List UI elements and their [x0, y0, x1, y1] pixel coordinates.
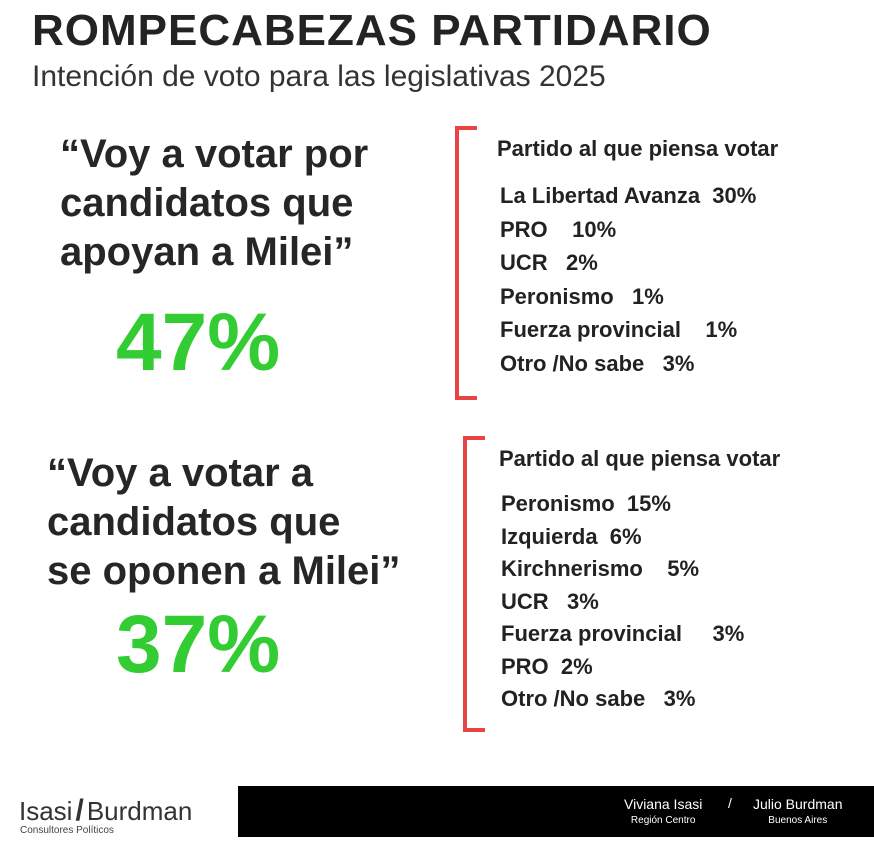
- author-region: Buenos Aires: [768, 815, 828, 826]
- oppose-quote-line: se oponen a Milei”: [47, 549, 401, 593]
- oppose-party-heading: Partido al que piensa votar: [499, 446, 781, 471]
- support-quote: “Voy a votar por candidatos que apoyan a…: [60, 130, 368, 277]
- list-item: Peronismo 15%: [501, 491, 671, 516]
- list-item: UCR 3%: [501, 588, 599, 614]
- logo-slash: /: [75, 794, 84, 827]
- oppose-party-list: Peronismo 15% Izquierda 6% Kirchnerismo …: [501, 488, 744, 716]
- list-item: Fuerza provincial 1%: [500, 317, 738, 342]
- support-quote-line: candidatos que: [60, 181, 354, 225]
- logo-text-right: Burdman: [86, 796, 193, 826]
- list-item: Peronismo 1%: [500, 283, 664, 309]
- author-name: Viviana Isasi: [624, 796, 703, 812]
- page-subtitle: Intención de voto para las legislativas …: [32, 60, 606, 93]
- author-separator: /: [728, 795, 732, 811]
- list-item: Fuerza provincial 3%: [501, 621, 745, 646]
- logo-text-left: Isasi: [19, 796, 73, 826]
- support-quote-line: “Voy a votar por: [60, 132, 369, 176]
- oppose-quote-line: candidatos que: [47, 500, 341, 544]
- support-quote-line: apoyan a Milei”: [60, 230, 354, 274]
- list-item: Kirchnerismo 5%: [501, 556, 700, 581]
- author-name: Julio Burdman: [753, 796, 843, 812]
- author-viviana: Viviana Isasi Región Centro: [624, 796, 702, 826]
- oppose-bracket: [463, 436, 485, 732]
- brand-tagline: Consultores Políticos: [20, 825, 114, 836]
- support-party-list: La Libertad Avanza 30% PRO 10% UCR 2% Pe…: [500, 179, 756, 380]
- support-party-heading: Partido al que piensa votar: [497, 136, 779, 161]
- brand-logo: Isasi / Burdman: [19, 794, 192, 828]
- page-title: ROMPECABEZAS PARTIDARIO: [32, 6, 712, 55]
- list-item: Otro /No sabe 3%: [500, 350, 695, 376]
- support-bracket: [455, 126, 477, 400]
- author-julio: Julio Burdman Buenos Aires: [753, 796, 843, 826]
- support-percent: 47%: [116, 297, 281, 388]
- oppose-quote-line: “Voy a votar a: [47, 451, 314, 495]
- oppose-percent: 37%: [116, 599, 281, 690]
- list-item: Otro /No sabe 3%: [501, 686, 696, 711]
- list-item: La Libertad Avanza 30%: [500, 183, 757, 208]
- author-region: Región Centro: [630, 815, 696, 826]
- list-item: Izquierda 6%: [501, 523, 642, 549]
- list-item: PRO 2%: [501, 653, 593, 679]
- footer-bar: Viviana Isasi Región Centro / Julio Burd…: [238, 786, 874, 837]
- list-item: PRO 10%: [500, 216, 617, 242]
- oppose-quote: “Voy a votar a candidatos que se oponen …: [47, 449, 400, 596]
- list-item: UCR 2%: [500, 250, 598, 275]
